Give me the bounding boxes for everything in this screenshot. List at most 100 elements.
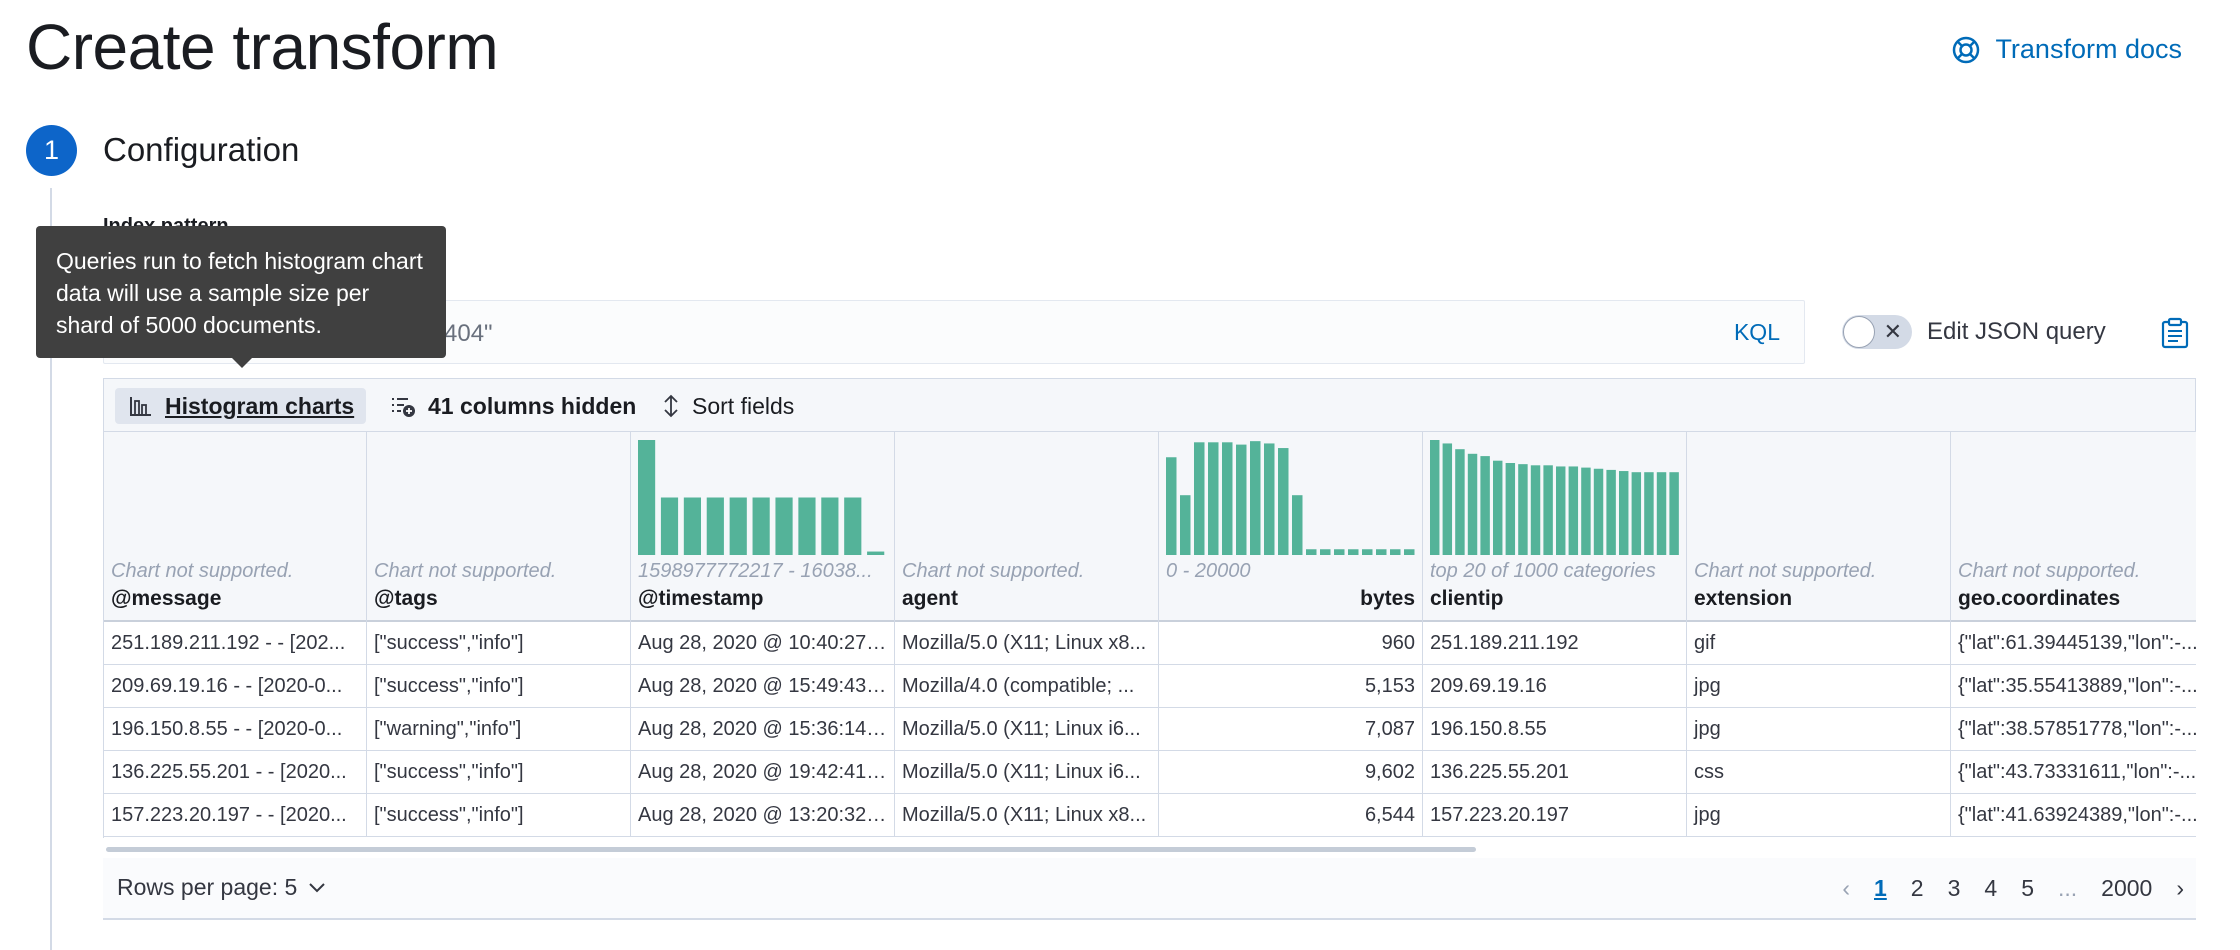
table-cell-extension[interactable]: jpg (1687, 794, 1951, 836)
table-cell-timestamp[interactable]: Aug 28, 2020 @ 10:40:27.... (631, 622, 895, 664)
edit-json-query-toggle[interactable]: ✕ (1842, 315, 1912, 349)
table-cell-geo-coordinates[interactable]: {"lat":35.55413889,"lon":-... (1951, 665, 2196, 707)
histogram-bar (1493, 460, 1503, 555)
page-button-1[interactable]: 1 (1874, 874, 1887, 901)
column-header-bytes[interactable]: 0 - 20000 bytes (1159, 432, 1423, 622)
histogram-bar (706, 497, 724, 555)
horizontal-scrollbar[interactable] (106, 847, 1476, 852)
histogram-charts-button[interactable]: Histogram charts (115, 388, 367, 424)
chart-note: Chart not supported. (111, 560, 294, 582)
table-cell-agent[interactable]: Mozilla/5.0 (X11; Linux x8... (895, 622, 1159, 664)
list-add-icon (392, 398, 415, 417)
table-cell-extension[interactable]: css (1687, 751, 1951, 793)
chart-note: 1598977772217 - 16038... (638, 560, 873, 582)
column-header-geo-coordinates[interactable]: Chart not supported. geo.coordinates (1951, 432, 2196, 622)
table-row: 209.69.19.16 - - [2020-0... ["success","i… (104, 665, 2196, 708)
table-cell-extension[interactable]: gif (1687, 622, 1951, 664)
column-header-clientip[interactable]: top 20 of 1000 categories clientip (1423, 432, 1687, 622)
table-cell-tags[interactable]: ["success","info"] (367, 751, 631, 793)
column-header-timestamp[interactable]: 1598977772217 - 16038... @timestamp (631, 432, 895, 622)
table-cell-clientip[interactable]: 196.150.8.55 (1423, 708, 1687, 750)
page-button-2000[interactable]: 2000 (2101, 874, 2153, 901)
table-cell-timestamp[interactable]: Aug 28, 2020 @ 19:42:41.... (631, 751, 895, 793)
sort-fields-label: Sort fields (692, 392, 795, 419)
table-cell-timestamp[interactable]: Aug 28, 2020 @ 15:36:14.... (631, 708, 895, 750)
next-page-icon[interactable]: › (2176, 874, 2184, 901)
table-cell-tags[interactable]: ["success","info"] (367, 794, 631, 836)
copy-to-clipboard-icon[interactable] (2160, 317, 2190, 349)
histogram-bar (1455, 449, 1465, 555)
chart-note: Chart not supported. (374, 560, 557, 582)
histogram-bar (1556, 466, 1566, 555)
table-cell-timestamp[interactable]: Aug 28, 2020 @ 15:49:43.... (631, 665, 895, 707)
histogram-bar (1644, 472, 1654, 555)
table-cell-clientip[interactable]: 136.225.55.201 (1423, 751, 1687, 793)
table-cell-bytes[interactable]: 9,602 (1159, 751, 1423, 793)
table-cell-agent[interactable]: Mozilla/5.0 (X11; Linux x8... (895, 794, 1159, 836)
table-cell-geo-coordinates[interactable]: {"lat":43.73331611,"lon":-... (1951, 751, 2196, 793)
table-cell-message[interactable]: 196.150.8.55 - - [2020-0... (104, 708, 367, 750)
column-name: @timestamp (638, 587, 764, 610)
column-name: bytes (1360, 587, 1415, 610)
sort-fields-button[interactable]: Sort fields (662, 388, 794, 424)
table-cell-tags[interactable]: ["success","info"] (367, 622, 631, 664)
table-cell-tags[interactable]: ["success","info"] (367, 665, 631, 707)
chart-note: top 20 of 1000 categories (1430, 560, 1656, 582)
pagination: ‹ 1 2 3 4 5... 2000 › (1830, 868, 2196, 908)
table-cell-clientip[interactable]: 251.189.211.192 (1423, 622, 1687, 664)
column-header-extension[interactable]: Chart not supported. extension (1687, 432, 1951, 622)
table-cell-geo-coordinates[interactable]: {"lat":61.39445139,"lon":-... (1951, 622, 2196, 664)
page-title: Create transform (26, 11, 499, 83)
histogram-bar (1348, 549, 1359, 555)
table-cell-bytes[interactable]: 5,153 (1159, 665, 1423, 707)
table-row: 251.189.211.192 - - [202... ["success","i… (104, 622, 2196, 665)
table-cell-message[interactable]: 251.189.211.192 - - [202... (104, 622, 367, 664)
page-button-3[interactable]: 3 (1947, 874, 1961, 901)
kql-language-button[interactable]: KQL (1733, 319, 1780, 345)
table-cell-geo-coordinates[interactable]: {"lat":41.63924389,"lon":-... (1951, 794, 2196, 836)
column-header-tags[interactable]: Chart not supported. @tags (367, 432, 631, 622)
table-cell-agent[interactable]: Mozilla/5.0 (X11; Linux i6... (895, 708, 1159, 750)
data-grid: Chart not supported. @message Chart not … (103, 431, 2196, 838)
table-cell-message[interactable]: 209.69.19.16 - - [2020-0... (104, 665, 367, 707)
table-cell-agent[interactable]: Mozilla/4.0 (compatible; ... (895, 665, 1159, 707)
page-button-5[interactable]: 5 (2021, 874, 2034, 901)
table-cell-bytes[interactable]: 7,087 (1159, 708, 1423, 750)
table-cell-bytes[interactable]: 960 (1159, 622, 1423, 664)
page-button-2[interactable]: 2 (1910, 874, 1924, 901)
histogram-bar (1581, 467, 1591, 555)
transform-docs-label: Transform docs (1995, 34, 2182, 64)
histogram-bar (844, 497, 862, 555)
table-cell-clientip[interactable]: 157.223.20.197 (1423, 794, 1687, 836)
table-cell-extension[interactable]: jpg (1687, 708, 1951, 750)
table-cell-bytes[interactable]: 6,544 (1159, 794, 1423, 836)
bar-chart-icon (130, 397, 151, 416)
chart-note: 0 - 20000 (1166, 560, 1251, 582)
histogram-charts-label: Histogram charts (165, 392, 355, 419)
histogram-bar (1543, 465, 1553, 555)
table-row: 157.223.20.197 - - [2020... ["success","i… (104, 794, 2196, 837)
histogram-bar (752, 497, 770, 555)
step-number: 1 (26, 125, 77, 176)
rows-per-page-select[interactable]: Rows per page: 5 (117, 874, 327, 901)
table-cell-message[interactable]: 157.223.20.197 - - [2020... (104, 794, 367, 836)
columns-hidden-button[interactable]: 41 columns hidden (390, 388, 636, 424)
column-name: extension (1694, 587, 1793, 610)
column-header-message[interactable]: Chart not supported. @message (104, 432, 367, 622)
table-cell-extension[interactable]: jpg (1687, 665, 1951, 707)
table-cell-timestamp[interactable]: Aug 28, 2020 @ 13:20:32.... (631, 794, 895, 836)
table-cell-geo-coordinates[interactable]: {"lat":38.57851778,"lon":-... (1951, 708, 2196, 750)
table-row: 196.150.8.55 - - [2020-0... ["warning","i… (104, 708, 2196, 751)
page-button-4[interactable]: 4 (1984, 874, 1998, 901)
table-cell-message[interactable]: 136.225.55.201 - - [2020... (104, 751, 367, 793)
transform-docs-link[interactable]: Transform docs (1951, 34, 2182, 65)
table-cell-agent[interactable]: Mozilla/5.0 (X11; Linux i6... (895, 751, 1159, 793)
column-name: clientip (1430, 587, 1504, 610)
histogram-bar (1606, 469, 1616, 555)
help-icon (1953, 36, 1980, 63)
table-cell-clientip[interactable]: 209.69.19.16 (1423, 665, 1687, 707)
histogram-bar (1480, 456, 1490, 555)
table-cell-tags[interactable]: ["warning","info"] (367, 708, 631, 750)
previous-page-icon[interactable]: ‹ (1842, 874, 1850, 901)
column-header-agent[interactable]: Chart not supported. agent (895, 432, 1159, 622)
